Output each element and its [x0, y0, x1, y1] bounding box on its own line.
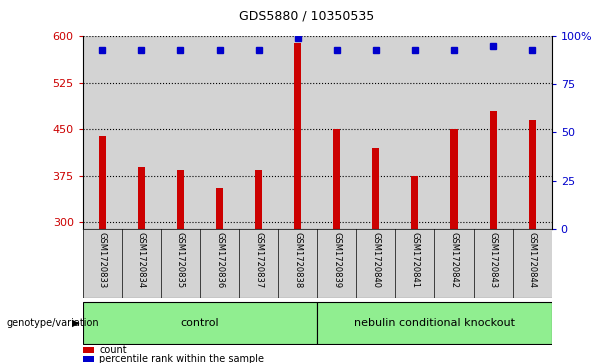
Bar: [356, 229, 395, 298]
Bar: [83, 36, 122, 229]
Bar: [200, 36, 239, 229]
Text: GSM1720837: GSM1720837: [254, 232, 263, 288]
Bar: [395, 229, 435, 298]
Text: GSM1720838: GSM1720838: [293, 232, 302, 288]
Bar: [239, 36, 278, 229]
Text: GSM1720834: GSM1720834: [137, 232, 146, 288]
Bar: [161, 229, 200, 298]
Bar: [318, 302, 552, 344]
Bar: [83, 302, 318, 344]
Text: GSM1720842: GSM1720842: [449, 232, 459, 288]
Bar: [512, 229, 552, 298]
Text: genotype/variation: genotype/variation: [6, 318, 99, 328]
Text: GSM1720839: GSM1720839: [332, 232, 341, 288]
Bar: [451, 129, 457, 229]
Bar: [83, 356, 94, 362]
Bar: [435, 229, 474, 298]
Bar: [294, 42, 301, 229]
Bar: [372, 148, 379, 229]
Bar: [411, 176, 419, 229]
Bar: [122, 229, 161, 298]
Bar: [255, 170, 262, 229]
Bar: [356, 36, 395, 229]
Text: GDS5880 / 10350535: GDS5880 / 10350535: [239, 9, 374, 22]
Text: count: count: [99, 345, 127, 355]
Text: GSM1720844: GSM1720844: [528, 232, 536, 288]
Text: ▶: ▶: [72, 318, 80, 328]
Bar: [318, 36, 356, 229]
Text: control: control: [181, 318, 219, 328]
Text: percentile rank within the sample: percentile rank within the sample: [99, 354, 264, 363]
Text: GSM1720833: GSM1720833: [98, 232, 107, 288]
Bar: [216, 188, 223, 229]
Text: GSM1720836: GSM1720836: [215, 232, 224, 288]
Bar: [122, 36, 161, 229]
Text: GSM1720841: GSM1720841: [411, 232, 419, 288]
Text: GSM1720843: GSM1720843: [489, 232, 498, 288]
Bar: [528, 120, 536, 229]
Bar: [512, 36, 552, 229]
Bar: [278, 36, 318, 229]
Text: nebulin conditional knockout: nebulin conditional knockout: [354, 318, 515, 328]
Bar: [138, 167, 145, 229]
Bar: [490, 111, 497, 229]
Bar: [99, 136, 106, 229]
Bar: [474, 36, 512, 229]
Text: GSM1720840: GSM1720840: [371, 232, 380, 288]
Bar: [435, 36, 474, 229]
Bar: [200, 229, 239, 298]
Bar: [333, 129, 340, 229]
Bar: [474, 229, 512, 298]
Bar: [177, 170, 184, 229]
Bar: [239, 229, 278, 298]
Bar: [161, 36, 200, 229]
Bar: [318, 229, 356, 298]
Text: GSM1720835: GSM1720835: [176, 232, 185, 288]
Bar: [395, 36, 435, 229]
Bar: [278, 229, 318, 298]
Bar: [83, 347, 94, 353]
Bar: [83, 229, 122, 298]
